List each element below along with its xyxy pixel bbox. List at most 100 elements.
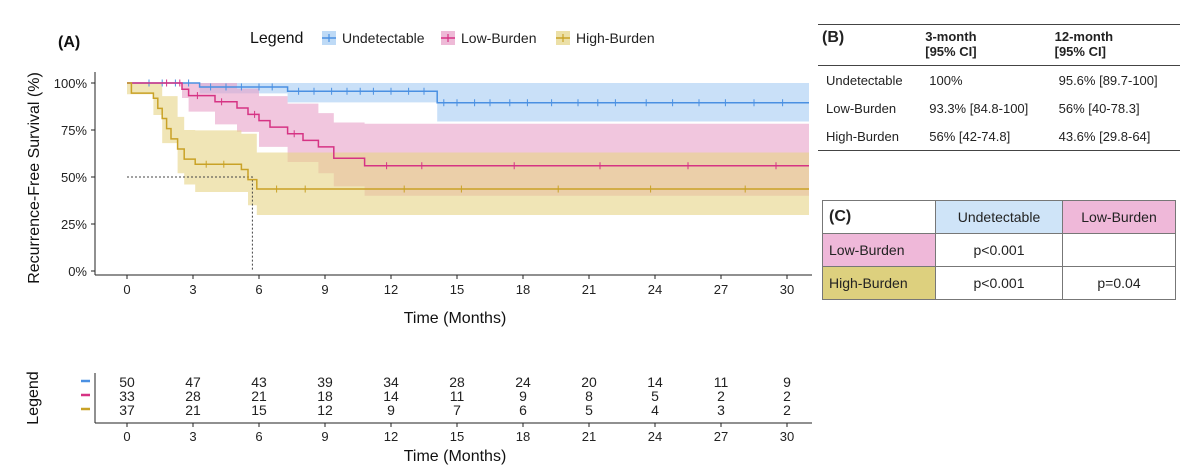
y-axis-title: Recurrence-Free Survival (%) [26,72,43,284]
y-tick-label: 25% [61,217,87,232]
risk-count: 3 [717,402,725,418]
x-tick-label: 30 [780,282,794,297]
x-tick-label: 15 [450,282,464,297]
legend-label-0: Undetectable [342,30,425,46]
y-tick-label: 100% [54,76,88,91]
table-row: Undetectable 100% 95.6% [89.7-100] [818,66,1180,95]
risk-x-tick-label: 12 [384,429,398,444]
x-tick-label: 21 [582,282,596,297]
pvalue-cell: p=0.04 [1062,266,1176,300]
risk-count: 34 [383,374,399,390]
risk-count: 28 [185,388,201,404]
row-12m: 95.6% [89.7-100] [1058,73,1158,88]
y-tick-label: 0% [68,264,87,279]
ci-band-2 [127,83,809,215]
risk-count: 6 [519,402,527,418]
panel-c-label: (C) [822,200,936,234]
risk-count: 18 [317,388,333,404]
risk-count: 9 [387,402,395,418]
risk-x-axis-title: Time (Months) [404,448,507,465]
col-header-undetectable: Undetectable [935,200,1063,234]
risk-count: 24 [515,374,531,390]
row-12m: 43.6% [29.8-64] [1050,122,1180,151]
risk-count: 11 [714,374,729,390]
risk-count: 14 [383,388,399,404]
median-guide-line [127,176,253,271]
risk-count: 9 [783,374,791,390]
risk-x-tick-label: 6 [255,429,262,444]
risk-count: 39 [317,374,333,390]
risk-count: 4 [651,402,659,418]
row-3m: 100% [929,73,963,88]
x-tick-label: 0 [123,282,130,297]
x-axis-title: Time (Months) [404,310,507,327]
risk-count: 33 [119,388,135,404]
risk-count: 50 [119,374,135,390]
risk-x-tick-label: 30 [780,429,794,444]
table-row: Low-Burden p<0.001 [822,233,1176,267]
risk-x-tick-label: 3 [189,429,196,444]
risk-count: 2 [783,388,791,404]
risk-count: 43 [251,374,267,390]
survival-curve-2 [127,82,809,190]
header-12-month-line2: [95% CI] [1054,44,1106,59]
row-header-high-burden: High-Burden [822,266,936,300]
risk-count: 5 [651,388,659,404]
risk-x-tick-label: 18 [516,429,530,444]
table-row: High-Burden p<0.001 p=0.04 [822,266,1176,300]
legend-label-2: High-Burden [576,30,655,46]
risk-count: 12 [317,402,333,418]
risk-count: 14 [647,374,663,390]
row-group: Low-Burden [826,101,897,116]
risk-count: 21 [185,402,201,418]
table-row: (C) Undetectable Low-Burden [822,200,1176,234]
risk-count: 11 [450,388,465,404]
table-row: High-Burden 56% [42-74.8] 43.6% [29.8-64… [818,122,1180,151]
risk-x-tick-label: 24 [648,429,662,444]
row-header-low-burden: Low-Burden [822,233,936,267]
y-tick-label: 50% [61,170,87,185]
col-header-low-burden: Low-Burden [1062,200,1176,234]
row-3m: 56% [42-74.8] [921,122,1051,151]
risk-count: 9 [519,388,527,404]
risk-x-tick-label: 0 [123,429,130,444]
x-tick-label: 3 [189,282,196,297]
pvalue-table: (C) Undetectable Low-Burden Low-Burden p… [822,200,1176,300]
row-3m: 93.3% [84.8-100] [929,101,1029,116]
pvalue-cell [1062,233,1176,267]
risk-count: 47 [185,374,201,390]
pvalue-table-panel: (C) Undetectable Low-Burden Low-Burden p… [822,200,1176,300]
legend-label-1: Low-Burden [461,30,537,46]
risk-count: 15 [251,402,267,418]
panel-a-label: (A) [58,34,80,51]
risk-y-axis-title: Legend [25,371,42,424]
row-12m: 56% [40-78.3] [1058,101,1140,116]
risk-count: 5 [585,402,593,418]
risk-count: 2 [717,388,725,404]
risk-count: 2 [783,402,791,418]
header-3-month: 3-month [95% CI] [921,24,1051,66]
risk-x-tick-label: 21 [582,429,596,444]
header-3-month-line2: [95% CI] [925,44,977,59]
x-tick-label: 24 [648,282,662,297]
row-group: High-Burden [818,122,922,151]
x-tick-label: 9 [321,282,328,297]
survival-rate-table-panel: (B) 3-month [95% CI] 12-month [95% CI] U… [818,24,1180,151]
km-plot-figure: (A) Legend Undetectable Low-Burden High-Burd… [25,30,812,465]
risk-count: 8 [585,388,593,404]
risk-count: 37 [119,402,135,418]
header-12-month: 12-month [95% CI] [1050,24,1180,66]
x-tick-label: 18 [516,282,530,297]
risk-count: 21 [251,388,267,404]
table-row: Low-Burden 93.3% [84.8-100] 56% [40-78.3… [818,94,1180,122]
x-tick-label: 27 [714,282,728,297]
risk-x-tick-label: 27 [714,429,728,444]
legend-title: Legend [250,30,303,47]
pvalue-cell: p<0.001 [935,233,1063,267]
risk-count: 28 [449,374,465,390]
risk-count: 7 [453,402,461,418]
pvalue-cell: p<0.001 [935,266,1063,300]
survival-rate-table: (B) 3-month [95% CI] 12-month [95% CI] U… [818,24,1180,151]
survival-curve-1 [127,82,809,167]
risk-count: 20 [581,374,597,390]
